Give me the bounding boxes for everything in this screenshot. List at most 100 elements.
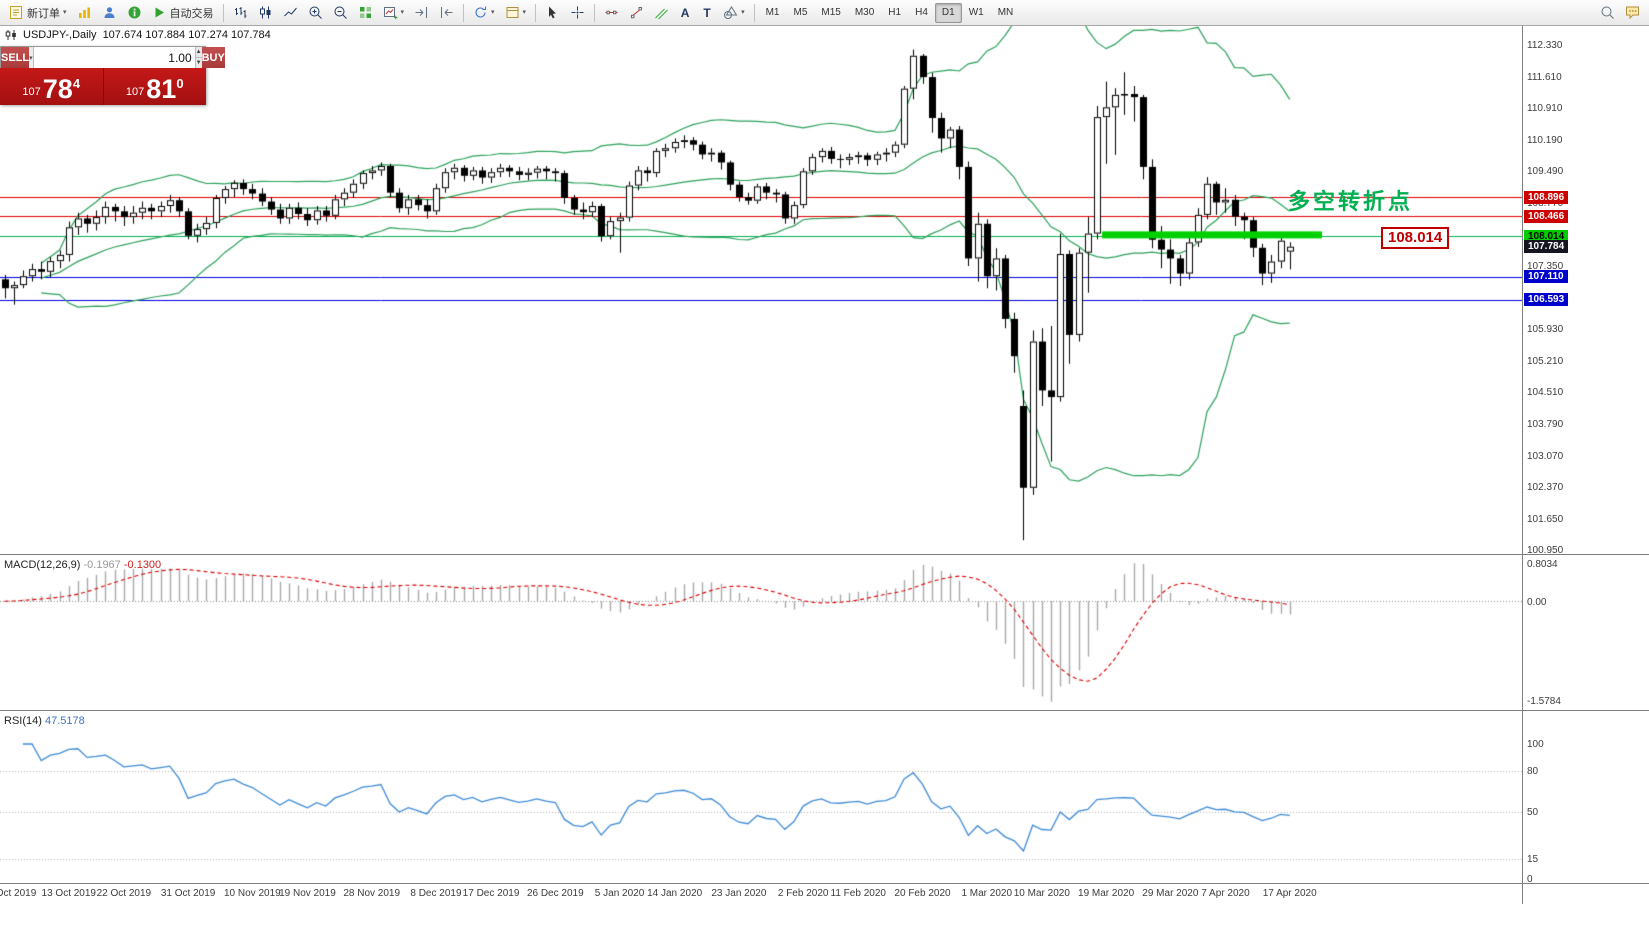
date-axis-label: 29 Mar 2020: [1142, 888, 1199, 899]
main-price-chart[interactable]: [0, 26, 1522, 554]
date-axis-label: 23 Jan 2020: [711, 888, 767, 899]
lot-preset-dropdown[interactable]: ▾: [29, 47, 34, 68]
profiles-button[interactable]: [72, 2, 97, 24]
timeframe-m15-button[interactable]: M15: [821, 7, 841, 18]
date-axis-label: 1 Mar 2020: [961, 888, 1013, 899]
date-axis-label: Oct 2019: [0, 888, 37, 899]
crosshair-button[interactable]: [565, 2, 590, 24]
new-order-button[interactable]: 新订单 ▾: [4, 2, 72, 24]
timeframe-d1-button[interactable]: D1: [934, 2, 962, 23]
date-axis-label: 17 Dec 2019: [462, 888, 520, 899]
channel-tool-button[interactable]: [649, 2, 674, 24]
chart-shift-button[interactable]: [434, 2, 459, 24]
price-axis-label: 111.610: [1527, 71, 1562, 83]
lot-decrease-button[interactable]: ▼: [195, 58, 202, 68]
new-chart-button[interactable]: ▾: [378, 2, 410, 24]
text-tool-button[interactable]: A: [674, 2, 696, 24]
rsi-axis-label: 80: [1527, 766, 1539, 777]
timeframe-mn-button[interactable]: MN: [997, 7, 1014, 18]
indicators-button[interactable]: [353, 2, 378, 24]
trendline-tool-button[interactable]: [624, 2, 649, 24]
label-tool-button[interactable]: T: [696, 2, 718, 24]
auto-scroll-button[interactable]: [409, 2, 434, 24]
shapes-tool-button[interactable]: ▾: [718, 2, 750, 24]
buy-price-display[interactable]: 107 81 0: [104, 68, 207, 105]
rsi-name: RSI(14): [4, 715, 42, 727]
date-axis-label: 19 Nov 2019: [279, 888, 336, 899]
zoom-out-button[interactable]: [328, 2, 353, 24]
templates-button[interactable]: ▾: [500, 2, 532, 24]
turning-point-annotation[interactable]: 多空转折点: [1288, 189, 1414, 214]
chart-shift-icon: [439, 5, 454, 20]
ask-pips: 81: [146, 74, 177, 104]
chart-window: USDJPY-,Daily 107.674 107.884 107.274 10…: [0, 26, 1649, 951]
search-button[interactable]: [1595, 2, 1620, 24]
date-axis-label: 17 Apr 2020: [1262, 888, 1317, 899]
hline-icon: [604, 5, 619, 20]
macd-indicator-chart[interactable]: [0, 555, 1522, 710]
zoom-in-button[interactable]: [303, 2, 328, 24]
label-icon: T: [703, 5, 711, 20]
macd-axis-zero-label: 0.00: [1527, 596, 1547, 608]
cursor-icon: [549, 6, 557, 19]
rsi-axis-label: 15: [1527, 853, 1539, 865]
toolbar-separator: [594, 3, 596, 22]
zoom-out-icon: [333, 5, 348, 20]
toolbar-separator: [535, 3, 537, 22]
bid-point: 4: [72, 76, 81, 91]
candlestick-chart-button[interactable]: [253, 2, 278, 24]
main-toolbar: 新订单 ▾ 自动交易 ▾ ▾: [0, 0, 1649, 26]
price-axis-label: 112.330: [1527, 39, 1563, 51]
auto-scroll-icon: [414, 5, 429, 20]
price-marker-108.466: 108.466: [1524, 209, 1569, 223]
sell-price-display[interactable]: 107 78 4: [0, 68, 104, 105]
price-callout-label[interactable]: 108.014: [1381, 227, 1450, 249]
line-chart-icon: [283, 5, 298, 20]
indicators-icon: [359, 7, 371, 18]
bar-chart-button[interactable]: [228, 2, 253, 24]
price-axis-border: [1522, 26, 1523, 904]
hline-tool-button[interactable]: [599, 2, 624, 24]
date-axis-label: 14 Jan 2020: [647, 888, 703, 899]
date-axis-label: 22 Oct 2019: [96, 888, 152, 899]
macd-signal-value: -0.1300: [123, 559, 162, 571]
caret-down-icon: ▾: [522, 9, 527, 16]
ask-point: 0: [176, 76, 184, 91]
cursor-button[interactable]: [540, 2, 565, 24]
lot-increase-button[interactable]: ▲: [195, 47, 202, 58]
timeframe-m1-button[interactable]: M1: [765, 7, 780, 18]
lot-size-input[interactable]: [33, 47, 195, 68]
caret-down-icon: ▾: [29, 54, 33, 62]
sell-button[interactable]: SELL: [1, 47, 30, 68]
panel-separator[interactable]: [0, 554, 1649, 555]
market-watch-icon: [104, 7, 115, 18]
timeframe-h1-button[interactable]: H1: [888, 7, 902, 18]
price-marker-106.593: 106.593: [1524, 293, 1569, 307]
timeframe-w1-button[interactable]: W1: [968, 7, 984, 18]
rsi-axis-label: 100: [1527, 739, 1544, 750]
price-marker-107.784: 107.784: [1524, 240, 1569, 254]
panel-separator[interactable]: [0, 710, 1649, 711]
cycle-button[interactable]: ▾: [468, 2, 500, 24]
navigator-button[interactable]: [122, 2, 147, 24]
lot-stepper: ▲ ▼: [194, 47, 202, 68]
price-marker-108.896: 108.896: [1524, 190, 1569, 204]
timeframe-m5-button[interactable]: M5: [793, 7, 808, 18]
chart-title: USDJPY-,Daily 107.674 107.884 107.274 10…: [5, 29, 271, 41]
buy-button[interactable]: BUY: [201, 47, 225, 68]
auto-trading-button[interactable]: 自动交易: [147, 2, 219, 24]
date-axis-label: 10 Mar 2020: [1013, 888, 1070, 899]
caret-down-icon: ▾: [400, 9, 405, 16]
price-axis[interactable]: 0.8034 0.00 -1.5784 112.330 111.610 110.91…: [1523, 26, 1649, 904]
price-axis-label: 103.790: [1527, 419, 1564, 431]
price-marker-107.110: 107.110: [1524, 270, 1568, 284]
line-chart-button[interactable]: [278, 2, 303, 24]
timeframe-m30-button[interactable]: M30: [854, 7, 875, 18]
rsi-indicator-chart[interactable]: [0, 711, 1522, 883]
community-button[interactable]: [1620, 2, 1645, 24]
caret-down-icon: ▾: [63, 9, 67, 16]
timeframe-h4-button[interactable]: H4: [915, 7, 928, 18]
market-watch-button[interactable]: [97, 2, 122, 24]
crosshair-icon: [570, 5, 585, 20]
